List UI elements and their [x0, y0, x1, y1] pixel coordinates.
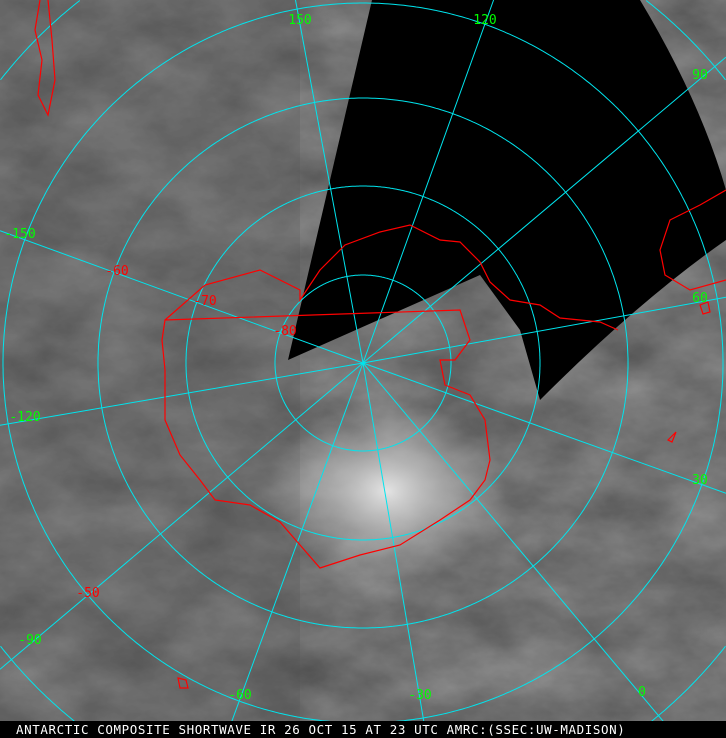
- meridian-line: [362, 362, 726, 494]
- meridian-label: 60: [692, 291, 708, 306]
- meridian-line: [362, 56, 726, 364]
- latitude-label: -50: [76, 586, 99, 601]
- antarctica-coastline: [161, 224, 619, 569]
- meridian-label: 30: [692, 473, 708, 488]
- meridian-label: -120: [9, 410, 40, 425]
- meridian-line: [225, 362, 364, 738]
- latitude-circle: [274, 274, 452, 452]
- latitude-circle: [185, 185, 541, 541]
- latitude-label: -70: [193, 294, 216, 309]
- cloud-texture-dark: [0, 0, 300, 738]
- latitude-circle: [2, 2, 724, 724]
- meridian-line: [362, 296, 726, 364]
- meridian-label: 0: [638, 685, 646, 700]
- image-caption: ANTARCTIC COMPOSITE SHORTWAVE IR 26 OCT …: [0, 721, 726, 738]
- meridian-label: 150: [288, 13, 311, 28]
- meridian-line: [362, 0, 495, 364]
- island-coastline: [177, 677, 189, 689]
- meridian-label: 120: [473, 13, 496, 28]
- meridian-label: -60: [228, 688, 251, 703]
- latitude-circle: [0, 0, 81, 81]
- meridian-label: -30: [408, 688, 431, 703]
- island-coastline: [699, 301, 711, 315]
- meridian-label: 90: [692, 68, 708, 83]
- latitude-label: -60: [105, 264, 128, 279]
- meridian-line: [362, 362, 428, 738]
- latitude-label: -80: [273, 324, 296, 339]
- meridian-line: [362, 362, 678, 738]
- latitude-circle: [97, 97, 629, 629]
- meridian-line: [295, 0, 364, 364]
- coastlines: [34, 0, 726, 689]
- meridian-line: [0, 362, 364, 426]
- island-coastline: [666, 431, 677, 443]
- meridian-line: [0, 230, 364, 364]
- meridian-label: -90: [18, 633, 41, 648]
- australia-coastline: [659, 189, 726, 291]
- ice-plateau: [210, 330, 550, 590]
- south-america-coastline: [34, 0, 56, 117]
- meridian-label: -150: [4, 227, 35, 242]
- latitude-circle: [645, 0, 726, 81]
- meridian-line: [0, 362, 364, 670]
